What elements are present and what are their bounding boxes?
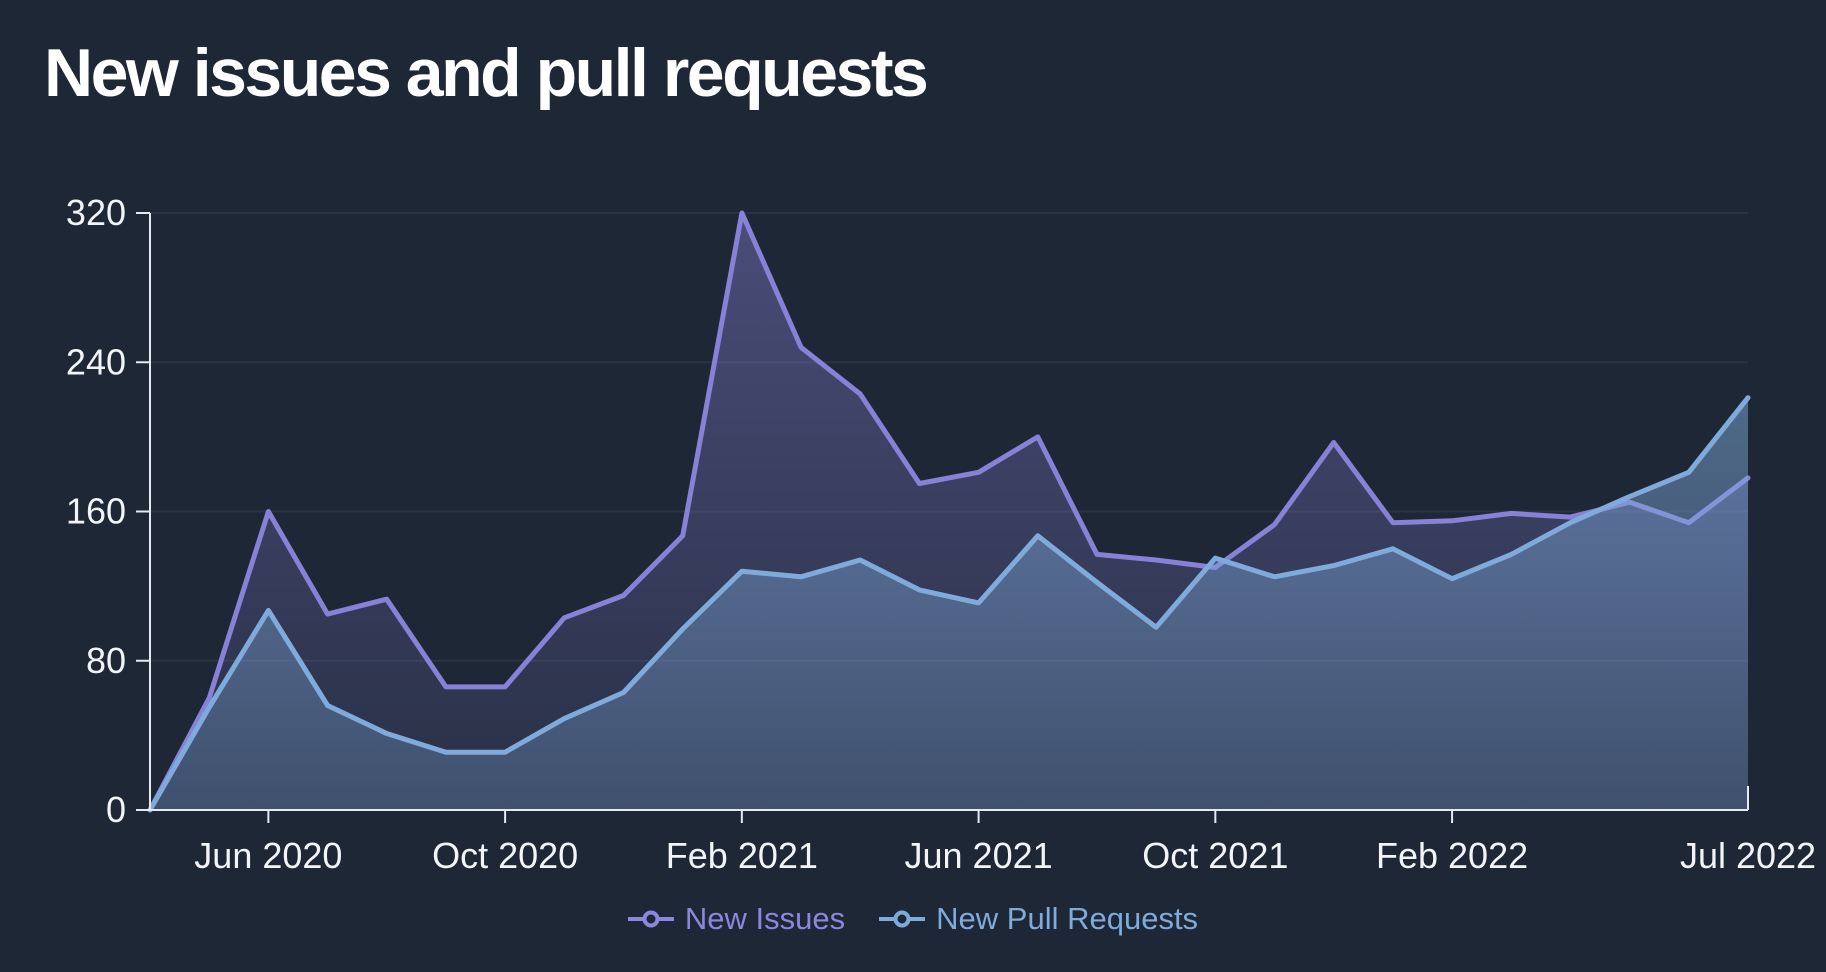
new-pull-requests-line[interactable] xyxy=(147,395,1751,813)
new-pull-requests-area[interactable] xyxy=(150,397,1748,810)
x-tick-label-oct-2021: Oct 2021 xyxy=(1142,835,1288,876)
y-tick-label-320: 320 xyxy=(66,192,126,233)
new-issues-legend-marker-icon xyxy=(627,910,674,928)
y-tick-label-160: 160 xyxy=(66,491,126,532)
axis-layer xyxy=(136,212,1749,823)
new-issues-line[interactable] xyxy=(147,210,1751,813)
legend-label-new-issues: New Issues xyxy=(684,901,846,936)
chart-legend: New Issues New Pull Requests xyxy=(0,896,1826,942)
y-tick-label-0: 0 xyxy=(106,789,126,830)
y-tick-label-80: 80 xyxy=(86,640,126,681)
series-layer xyxy=(147,210,1751,813)
x-tick-label-jul-2022: Jul 2022 xyxy=(1680,835,1816,876)
x-tick-label-oct-2020: Oct 2020 xyxy=(432,835,578,876)
x-tick-label-feb-2022: Feb 2022 xyxy=(1376,835,1528,876)
legend-label-new-pull-requests: New Pull Requests xyxy=(936,901,1199,936)
label-layer: 0 80 160 240 320 Jun 2020 Oct 2020 Feb 2021 Jun … xyxy=(66,192,1816,876)
y-tick-label-240: 240 xyxy=(66,341,126,382)
x-tick-label-jun-2020: Jun 2020 xyxy=(194,835,342,876)
page-title: New issues and pull requests xyxy=(44,35,929,111)
x-tick-label-feb-2021: Feb 2021 xyxy=(666,835,818,876)
legend-item-new-issues[interactable]: New Issues xyxy=(627,901,846,937)
legend-item-new-pull-requests[interactable]: New Pull Requests xyxy=(879,901,1198,937)
new-pull-requests-legend-marker-icon xyxy=(879,910,926,928)
x-tick-label-jun-2021: Jun 2021 xyxy=(905,835,1053,876)
